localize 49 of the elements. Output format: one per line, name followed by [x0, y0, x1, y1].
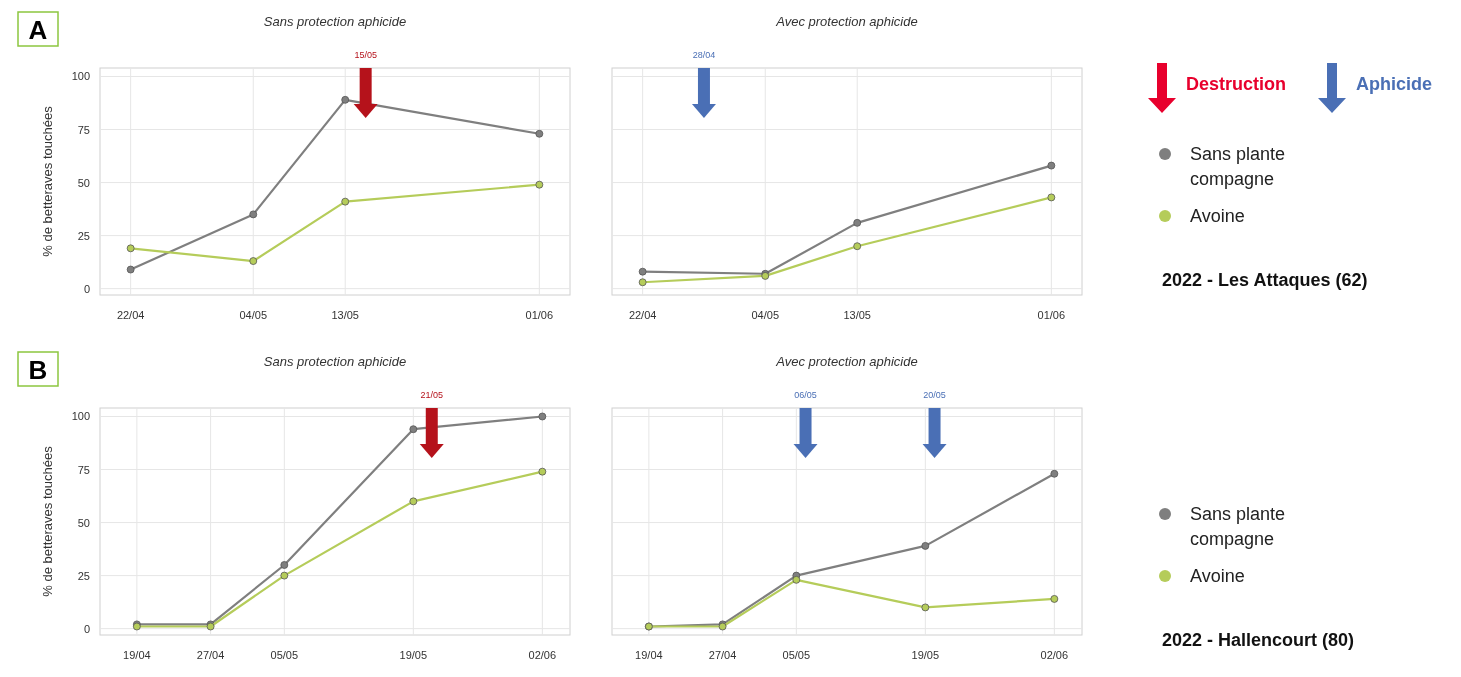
x-tick-label: 27/04 — [196, 649, 225, 661]
text: 2022 - Les Attaques (62) — [1162, 270, 1368, 290]
text: Aphicide — [1356, 74, 1433, 94]
y-tick-label: 100 — [71, 70, 90, 83]
y-tick-label: 0 — [83, 622, 90, 635]
ref-line-label: 15/05 — [354, 50, 377, 60]
ref-line-label: 20/05 — [923, 390, 946, 400]
text: B — [28, 355, 48, 385]
chart-title: Avec protection aphicide — [775, 354, 918, 369]
legend-label: Sans plante compagne — [1190, 504, 1286, 549]
y-axis-title: % de betteraves touchées — [40, 105, 55, 257]
y-axis-title: % de betteraves touchées — [40, 445, 55, 597]
ref-line-label: 28/04 — [692, 50, 716, 60]
x-tick-label: 01/06 — [1037, 309, 1066, 321]
y-tick-label: 0 — [83, 282, 90, 295]
y-tick-label: 50 — [77, 516, 90, 529]
text: A — [28, 15, 48, 45]
x-tick-label: 05/05 — [270, 649, 299, 661]
x-tick-label: 19/05 — [911, 649, 940, 661]
y-tick-label: 50 — [77, 176, 90, 189]
legend-label: Sans plante compagne — [1190, 144, 1286, 189]
y-tick-label: 75 — [77, 463, 90, 476]
legend-label: Avoine — [1190, 566, 1245, 586]
text: 2022 - Hallencourt (80) — [1162, 630, 1355, 650]
x-tick-label: 22/04 — [628, 309, 657, 321]
x-tick-label: 01/06 — [525, 309, 554, 321]
chart-title: Avec protection aphicide — [775, 14, 918, 29]
y-tick-label: 75 — [77, 123, 90, 136]
x-tick-label: 19/05 — [399, 649, 428, 661]
x-tick-label: 04/05 — [751, 309, 780, 321]
x-tick-label: 04/05 — [239, 309, 268, 321]
text: Destruction — [1186, 74, 1287, 94]
x-tick-label: 22/04 — [116, 309, 145, 321]
ref-line-label: 06/05 — [794, 390, 817, 400]
y-tick-label: 25 — [77, 569, 90, 582]
ref-line-label: 21/05 — [420, 390, 444, 400]
x-tick-label: 13/05 — [331, 309, 359, 321]
x-tick-label: 02/06 — [528, 649, 557, 661]
x-tick-label: 13/05 — [843, 309, 871, 321]
chart-title: Sans protection aphicide — [263, 354, 407, 369]
x-tick-label: 02/06 — [1040, 649, 1069, 661]
y-tick-label: 25 — [77, 229, 90, 242]
x-tick-label: 19/04 — [635, 649, 663, 661]
x-tick-label: 19/04 — [123, 649, 151, 661]
chart-title: Sans protection aphicide — [263, 14, 407, 29]
x-tick-label: 27/04 — [708, 649, 737, 661]
y-tick-label: 100 — [71, 410, 90, 423]
legend-label: Avoine — [1190, 206, 1245, 226]
x-tick-label: 05/05 — [782, 649, 811, 661]
